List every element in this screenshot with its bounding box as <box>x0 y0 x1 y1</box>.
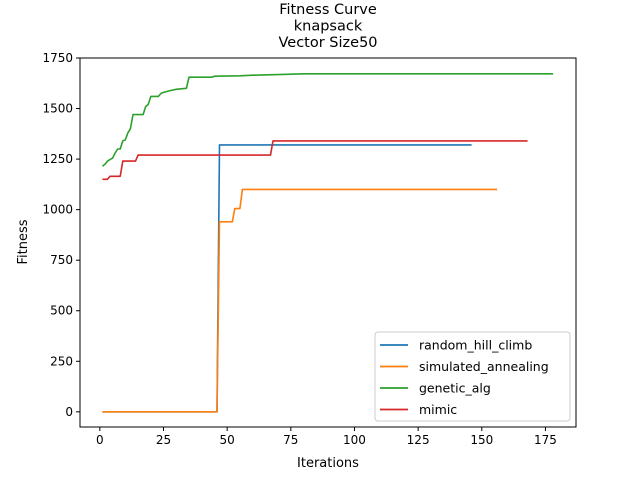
chart-title-line: Vector Size50 <box>278 35 377 51</box>
chart-title-line: knapsack <box>294 19 363 35</box>
y-tick-label: 250 <box>50 354 73 368</box>
y-tick-label: 1000 <box>42 203 73 217</box>
y-tick-label: 0 <box>65 405 73 419</box>
x-tick-label: 75 <box>283 433 298 447</box>
x-tick-label: 100 <box>343 433 366 447</box>
x-axis-label: Iterations <box>297 456 359 471</box>
y-axis-label: Fitness <box>16 219 31 264</box>
x-tick-label: 150 <box>470 433 493 447</box>
y-tick-label: 500 <box>50 304 73 318</box>
x-tick-label: 0 <box>96 433 104 447</box>
y-tick-label: 1250 <box>42 152 73 166</box>
x-tick-label: 125 <box>407 433 430 447</box>
x-axis: 0 25 50 75 100 125 150 175 <box>96 427 557 447</box>
x-tick-label: 25 <box>156 433 171 447</box>
legend-box <box>374 331 571 422</box>
series-line-genetic_alg <box>101 73 554 167</box>
series-layer <box>101 73 554 413</box>
series-line-mimic <box>102 140 528 181</box>
x-tick-label: 50 <box>220 433 235 447</box>
y-axis: 0 250 500 750 1000 1250 1500 1750 <box>42 51 80 419</box>
legend-label: simulated_annealing <box>419 359 549 374</box>
legend: random_hill_climb simulated_annealinggene… <box>374 331 571 422</box>
series-line-simulated_annealing <box>102 188 498 413</box>
axes-frame <box>79 57 577 428</box>
y-tick-label: 1750 <box>42 51 73 65</box>
legend-label: random_hill_climb <box>419 338 532 353</box>
y-tick-label: 750 <box>50 253 73 267</box>
x-tick-label: 175 <box>534 433 557 447</box>
y-tick-label: 1500 <box>42 102 73 116</box>
legend-label: mimic <box>419 402 457 417</box>
chart-title-line: Fitness Curve <box>279 2 377 18</box>
legend-label: genetic_alg <box>419 381 491 396</box>
